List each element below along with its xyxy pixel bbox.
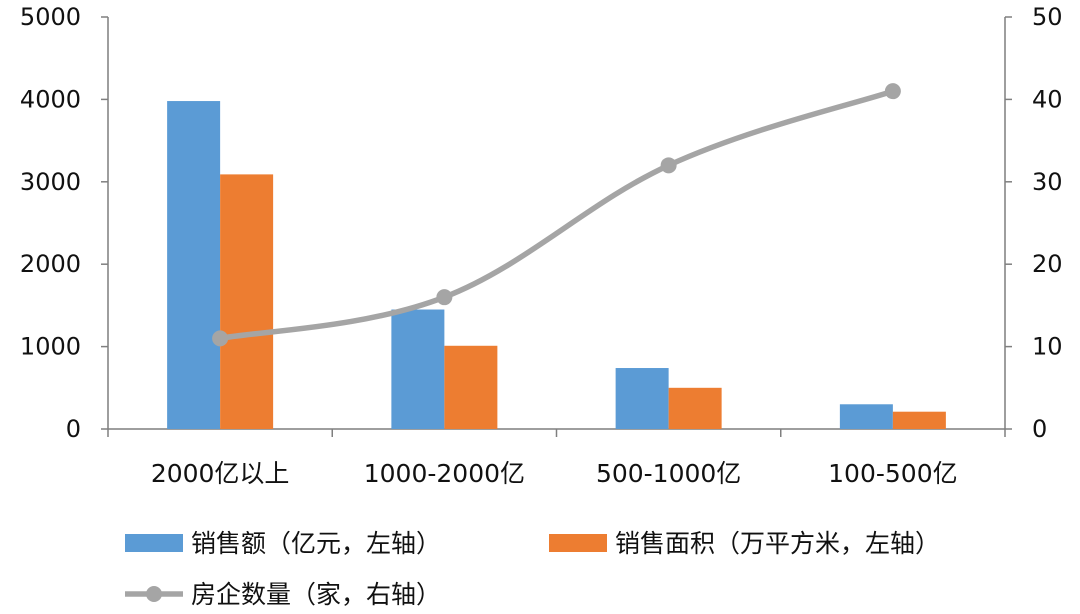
legend-label: 销售面积（万平方米，左轴） bbox=[615, 529, 940, 558]
y-right-tick-label: 50 bbox=[1032, 3, 1063, 31]
legend-item: 房企数量（家，右轴） bbox=[125, 580, 441, 609]
y-left-tick-label: 0 bbox=[66, 415, 81, 443]
legend-label: 销售额（亿元，左轴） bbox=[191, 529, 441, 558]
y-right-tick-label: 0 bbox=[1032, 415, 1047, 443]
line-point bbox=[660, 157, 677, 174]
legend-swatch bbox=[549, 534, 607, 552]
x-category-label: 2000亿以上 bbox=[151, 459, 290, 488]
y-left-tick-label: 4000 bbox=[20, 85, 81, 113]
legend-swatch-marker bbox=[146, 586, 162, 602]
line-point bbox=[884, 83, 901, 100]
x-category-label: 500-1000亿 bbox=[596, 459, 741, 488]
x-category-label: 1000-2000亿 bbox=[364, 459, 525, 488]
y-right-tick-label: 20 bbox=[1032, 250, 1063, 278]
bar bbox=[839, 404, 893, 429]
y-left-tick-label: 2000 bbox=[20, 250, 81, 278]
y-left-tick-label: 1000 bbox=[20, 333, 81, 361]
bar bbox=[668, 387, 722, 429]
legend-item: 销售面积（万平方米，左轴） bbox=[549, 529, 940, 558]
line-series bbox=[212, 83, 901, 347]
line-point bbox=[436, 289, 453, 306]
bar bbox=[892, 411, 946, 429]
y-left-tick-label: 3000 bbox=[20, 168, 81, 196]
bar bbox=[220, 174, 274, 429]
bars bbox=[167, 101, 946, 429]
y-right-tick-label: 30 bbox=[1032, 168, 1063, 196]
legend-label: 房企数量（家，右轴） bbox=[191, 580, 441, 609]
legend-swatch bbox=[125, 534, 183, 552]
bar bbox=[167, 101, 221, 429]
axes: 0 1000 2000 3000 4000 5000 0 10 20 30 40 50 2000亿以上 1… bbox=[20, 3, 1063, 488]
bar bbox=[444, 345, 498, 429]
legend-item: 销售额（亿元，左轴） bbox=[125, 529, 441, 558]
bar bbox=[391, 309, 445, 429]
bar bbox=[615, 368, 669, 429]
y-right-tick-label: 40 bbox=[1032, 85, 1063, 113]
y-right-tick-label: 10 bbox=[1032, 333, 1063, 361]
line-point bbox=[212, 330, 229, 347]
y-left-tick-label: 5000 bbox=[20, 3, 81, 31]
x-category-label: 100-500亿 bbox=[828, 459, 957, 488]
series-line bbox=[217, 88, 896, 342]
legend: 销售额（亿元，左轴） 销售面积（万平方米，左轴） 房企数量（家，右轴） bbox=[125, 529, 940, 609]
